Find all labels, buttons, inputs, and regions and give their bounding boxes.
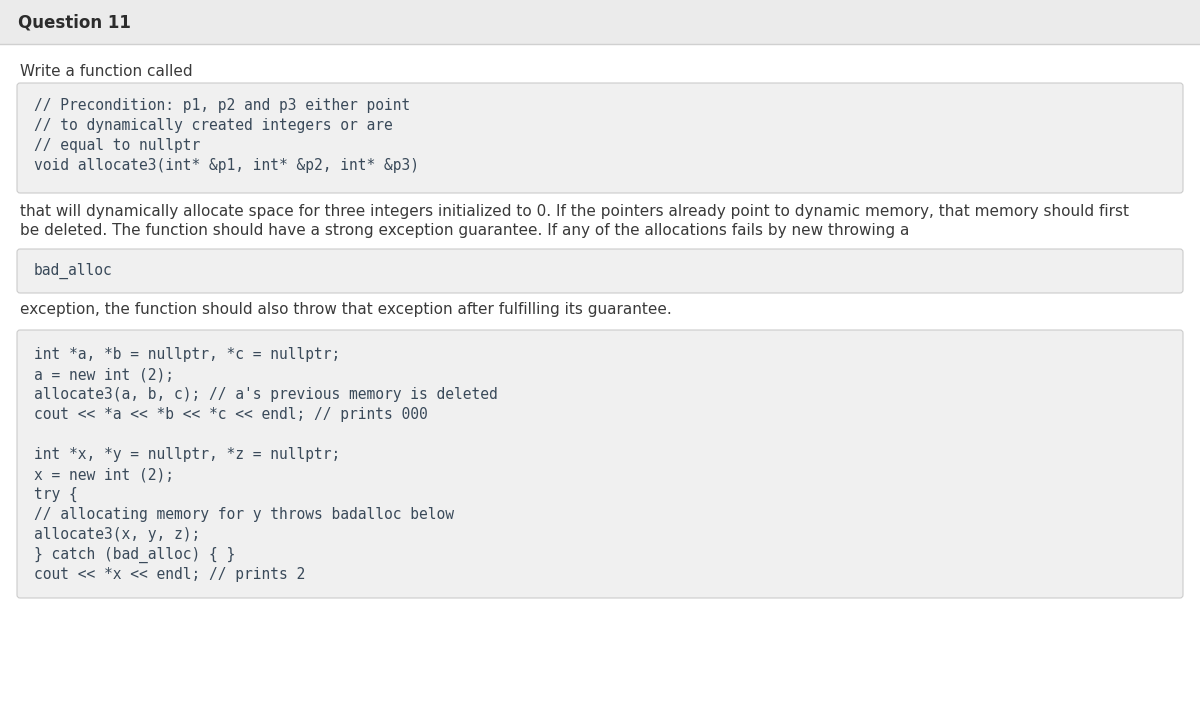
- Text: cout << *a << *b << *c << endl; // prints 000: cout << *a << *b << *c << endl; // print…: [34, 407, 427, 422]
- Text: exception, the function should also throw that exception after fulfilling its gu: exception, the function should also thro…: [20, 302, 672, 317]
- Text: be deleted. The function should have a strong exception guarantee. If any of the: be deleted. The function should have a s…: [20, 223, 910, 238]
- Text: x = new int (2);: x = new int (2);: [34, 467, 174, 482]
- Text: // to dynamically created integers or are: // to dynamically created integers or ar…: [34, 118, 392, 133]
- Text: int *x, *y = nullptr, *z = nullptr;: int *x, *y = nullptr, *z = nullptr;: [34, 447, 341, 462]
- Text: a = new int (2);: a = new int (2);: [34, 367, 174, 382]
- Text: // equal to nullptr: // equal to nullptr: [34, 138, 200, 153]
- Text: cout << *x << endl; // prints 2: cout << *x << endl; // prints 2: [34, 567, 305, 582]
- Text: int *a, *b = nullptr, *c = nullptr;: int *a, *b = nullptr, *c = nullptr;: [34, 347, 341, 362]
- Text: // Precondition: p1, p2 and p3 either point: // Precondition: p1, p2 and p3 either po…: [34, 98, 410, 113]
- FancyBboxPatch shape: [17, 249, 1183, 293]
- FancyBboxPatch shape: [17, 83, 1183, 193]
- Text: that will dynamically allocate space for three integers initialized to 0. If the: that will dynamically allocate space for…: [20, 204, 1129, 219]
- Text: Write a function called: Write a function called: [20, 64, 193, 79]
- Text: Question 11: Question 11: [18, 13, 131, 31]
- FancyBboxPatch shape: [0, 0, 1200, 44]
- Text: // allocating memory for y throws badalloc below: // allocating memory for y throws badall…: [34, 507, 454, 522]
- Text: } catch (bad_alloc) { }: } catch (bad_alloc) { }: [34, 547, 235, 563]
- FancyBboxPatch shape: [17, 330, 1183, 598]
- Text: try {: try {: [34, 487, 78, 502]
- Text: bad_alloc: bad_alloc: [34, 263, 113, 279]
- Text: allocate3(a, b, c); // a's previous memory is deleted: allocate3(a, b, c); // a's previous memo…: [34, 387, 498, 402]
- Text: allocate3(x, y, z);: allocate3(x, y, z);: [34, 527, 200, 542]
- Text: void allocate3(int* &p1, int* &p2, int* &p3): void allocate3(int* &p1, int* &p2, int* …: [34, 158, 419, 173]
